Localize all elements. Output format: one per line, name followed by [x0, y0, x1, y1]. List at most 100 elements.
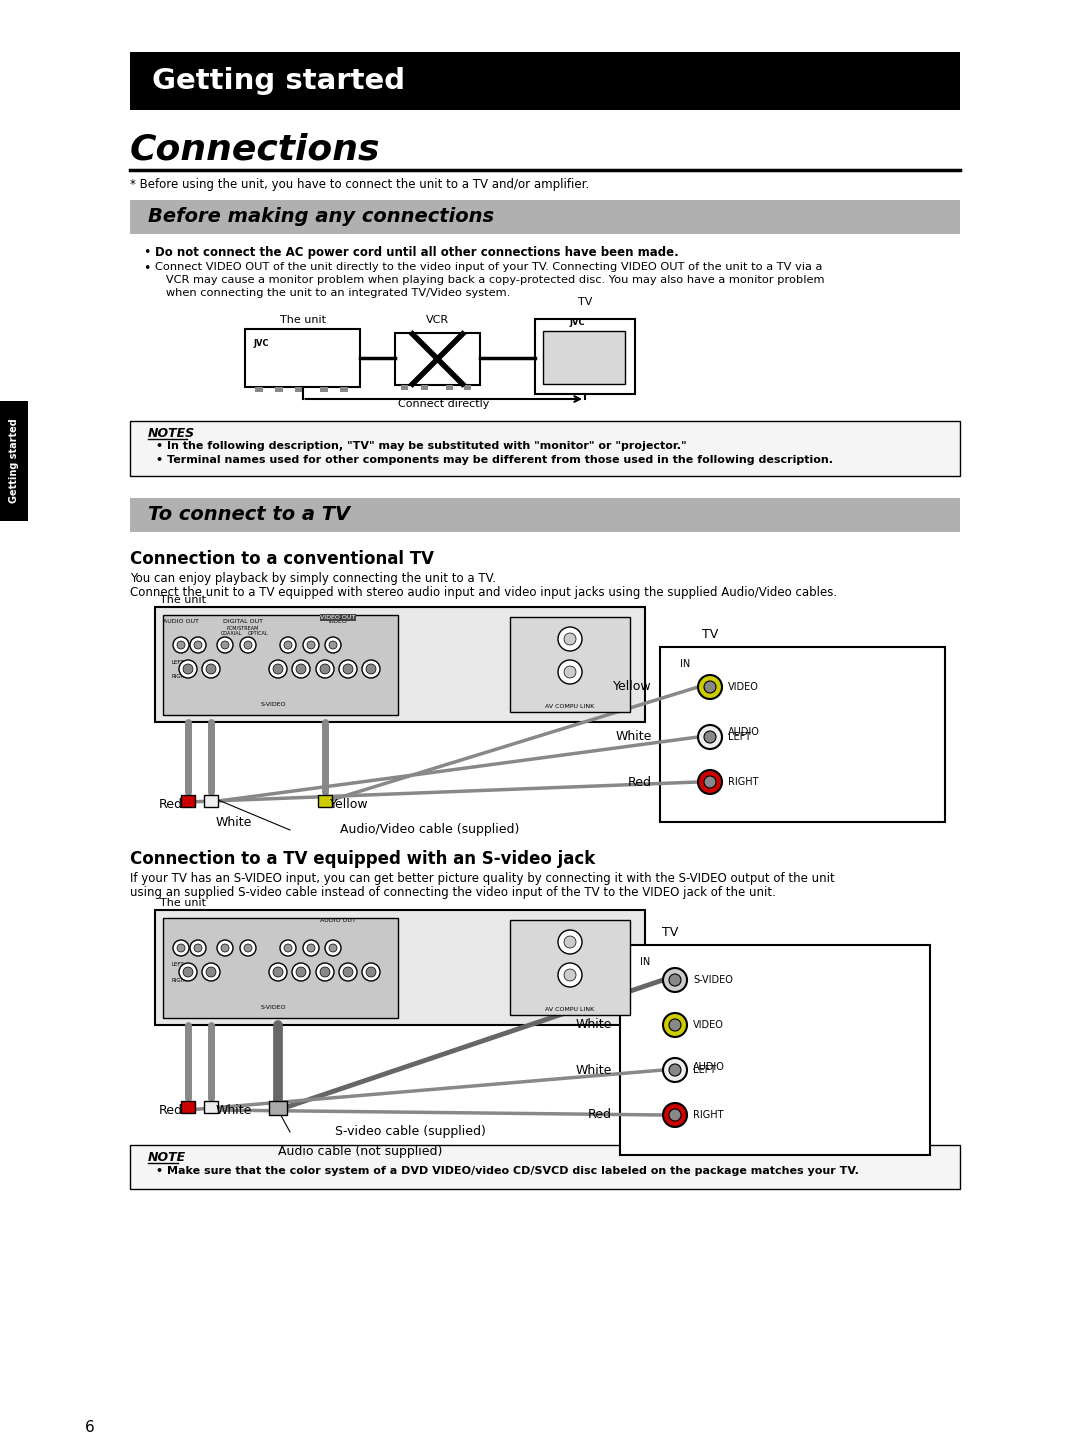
Text: Before making any connections: Before making any connections	[148, 208, 495, 227]
Text: TV: TV	[702, 628, 718, 641]
Bar	[204, 1101, 218, 1112]
Circle shape	[564, 633, 576, 645]
Circle shape	[362, 962, 380, 981]
Text: To connect to a TV: To connect to a TV	[148, 505, 350, 524]
Circle shape	[366, 967, 376, 977]
Circle shape	[362, 660, 380, 678]
Bar	[446, 384, 453, 390]
Bar	[181, 1101, 195, 1112]
Circle shape	[183, 664, 193, 674]
Bar	[255, 387, 264, 392]
Circle shape	[240, 638, 256, 652]
Circle shape	[320, 967, 330, 977]
Text: AUDIO: AUDIO	[693, 1061, 725, 1072]
Text: using an supplied S-video cable instead of connecting the video input of the TV : using an supplied S-video cable instead …	[130, 887, 775, 898]
Circle shape	[292, 660, 310, 678]
Text: TV: TV	[662, 926, 678, 939]
Bar	[130, 199, 960, 234]
Text: * Before using the unit, you have to connect the unit to a TV and/or amplifier.: * Before using the unit, you have to con…	[130, 178, 590, 191]
Text: •: •	[143, 262, 150, 275]
Circle shape	[343, 664, 353, 674]
Text: VIDEO: VIDEO	[728, 681, 759, 692]
Circle shape	[325, 941, 341, 957]
Text: • In the following description, "TV" may be substituted with "monitor" or "proje: • In the following description, "TV" may…	[156, 441, 687, 451]
Text: The unit: The unit	[280, 314, 325, 325]
Circle shape	[339, 660, 357, 678]
Text: COAXIAL: COAXIAL	[220, 630, 242, 636]
Circle shape	[177, 943, 185, 952]
Circle shape	[292, 962, 310, 981]
Circle shape	[316, 962, 334, 981]
Circle shape	[217, 638, 233, 652]
Bar	[510, 920, 630, 1015]
Circle shape	[663, 1013, 687, 1037]
Bar	[0, 400, 28, 521]
Text: IN: IN	[639, 957, 650, 967]
Bar	[204, 795, 218, 807]
Text: VCR may cause a monitor problem when playing back a copy-protected disc. You may: VCR may cause a monitor problem when pla…	[156, 275, 824, 285]
Circle shape	[303, 638, 319, 652]
Text: NOTE: NOTE	[148, 1152, 186, 1163]
Bar	[245, 329, 360, 387]
Text: PCM/STREAM: PCM/STREAM	[227, 626, 259, 630]
Text: Red: Red	[159, 798, 183, 811]
Circle shape	[564, 665, 576, 678]
Bar	[163, 614, 399, 715]
Text: White: White	[576, 1063, 612, 1076]
Circle shape	[564, 970, 576, 981]
Circle shape	[564, 936, 576, 948]
Text: OPTICAL: OPTICAL	[247, 630, 268, 636]
Circle shape	[273, 664, 283, 674]
Text: DIGITAL OUT: DIGITAL OUT	[222, 619, 264, 625]
Circle shape	[329, 641, 337, 649]
Circle shape	[179, 660, 197, 678]
Circle shape	[698, 676, 723, 699]
Circle shape	[221, 943, 229, 952]
Bar	[275, 387, 283, 392]
Circle shape	[558, 628, 582, 651]
Text: AV COMPU LINK: AV COMPU LINK	[545, 705, 595, 709]
Text: TV: TV	[578, 297, 592, 307]
Circle shape	[269, 962, 287, 981]
Text: Connection to a conventional TV: Connection to a conventional TV	[130, 550, 434, 568]
Text: IN: IN	[680, 660, 690, 668]
Circle shape	[284, 641, 292, 649]
Text: White: White	[216, 1104, 253, 1117]
Circle shape	[329, 943, 337, 952]
Bar	[181, 795, 195, 807]
Text: JVC: JVC	[569, 317, 584, 328]
Bar	[620, 945, 930, 1155]
Text: Connect VIDEO OUT of the unit directly to the video input of your TV. Connecting: Connect VIDEO OUT of the unit directly t…	[156, 262, 822, 272]
Text: JVC: JVC	[253, 339, 269, 348]
Text: 6: 6	[85, 1420, 95, 1436]
Text: VIDEO: VIDEO	[328, 619, 348, 625]
Text: Red: Red	[627, 776, 652, 789]
Circle shape	[173, 638, 189, 652]
Circle shape	[202, 962, 220, 981]
Circle shape	[698, 725, 723, 748]
Text: S-VIDEO: S-VIDEO	[260, 702, 286, 708]
Bar	[295, 387, 303, 392]
Circle shape	[558, 930, 582, 954]
Bar	[401, 384, 408, 390]
Bar	[660, 646, 945, 823]
Bar	[156, 910, 645, 1025]
Text: RIGHT: RIGHT	[728, 778, 758, 788]
Circle shape	[190, 638, 206, 652]
Text: VIDEO: VIDEO	[693, 1021, 724, 1029]
Circle shape	[366, 664, 376, 674]
Text: LEFT: LEFT	[171, 660, 184, 664]
Text: AV COMPU LINK: AV COMPU LINK	[545, 1008, 595, 1012]
Circle shape	[280, 638, 296, 652]
Circle shape	[202, 660, 220, 678]
Circle shape	[663, 1059, 687, 1082]
Text: • Terminal names used for other components may be different from those used in t: • Terminal names used for other componen…	[156, 454, 833, 464]
Bar	[464, 384, 471, 390]
Circle shape	[704, 731, 716, 743]
Circle shape	[669, 1064, 681, 1076]
Text: RIGHT: RIGHT	[171, 674, 188, 680]
Bar	[543, 331, 625, 384]
Circle shape	[698, 770, 723, 794]
Circle shape	[303, 941, 319, 957]
Circle shape	[325, 638, 341, 652]
